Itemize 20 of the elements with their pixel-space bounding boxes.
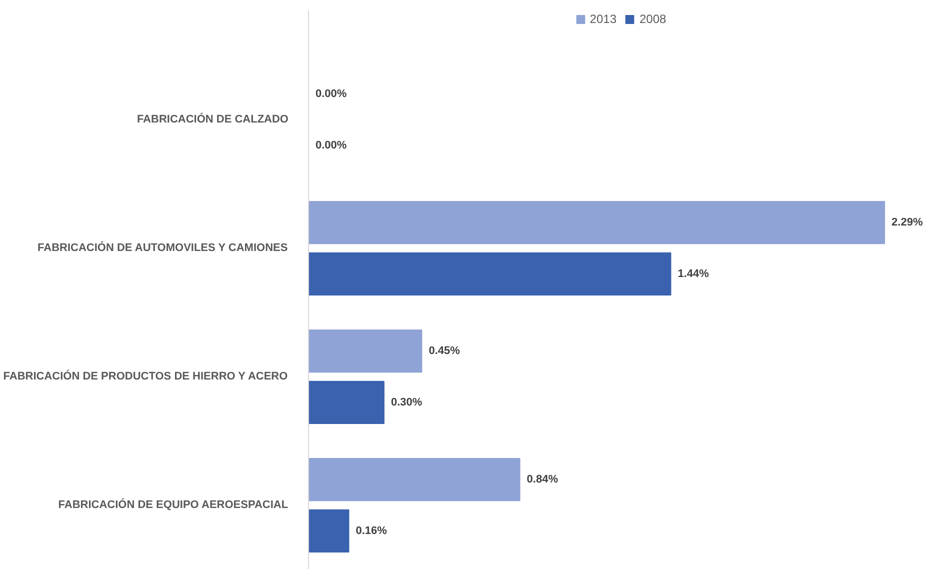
data-label: 0.16% (356, 524, 388, 537)
data-label: 2.29% (892, 216, 923, 229)
bar (308, 458, 520, 502)
bar (308, 252, 672, 296)
data-label: 0.00% (316, 88, 347, 100)
y-tick-label: FABRICACIÓN DE AUTOMOVILES Y CAMIONES (38, 241, 288, 254)
data-label: 1.44% (678, 268, 710, 280)
legend-label: 2013 (590, 12, 616, 26)
data-label: 0.45% (428, 345, 460, 358)
data-label: 0.00% (316, 139, 347, 152)
bar (308, 380, 384, 424)
y-tick-label: FABRICACIÓN DE PRODUCTOS DE HIERRO Y ACERO (3, 370, 288, 383)
bar (308, 509, 350, 553)
legend-label: 2008 (640, 12, 666, 26)
bar (308, 200, 886, 244)
bar (308, 329, 422, 373)
data-label: 0.30% (390, 396, 422, 408)
y-tick-label: FABRICACIÓN DE EQUIPO AEROESPACIAL (58, 498, 288, 512)
data-label: 0.84% (526, 474, 558, 486)
y-tick-label: FABRICACIÓN DE CALZADO (136, 112, 289, 126)
